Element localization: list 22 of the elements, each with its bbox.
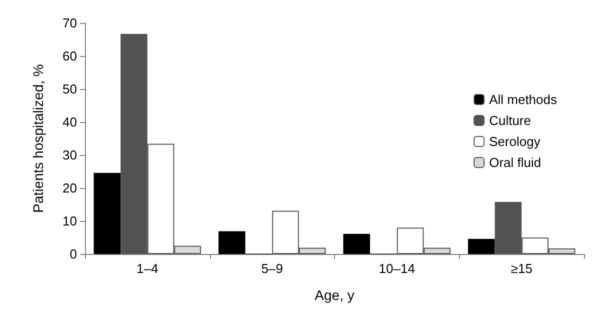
- legend-label: Culture: [489, 113, 531, 128]
- y-tick-label: 50: [62, 82, 77, 96]
- y-tick-label: 60: [62, 48, 77, 64]
- bar: [468, 238, 495, 254]
- legend-label: Oral fluid: [489, 155, 542, 170]
- y-tick-label: 10: [62, 214, 77, 228]
- legend-label: All methods: [489, 92, 558, 107]
- x-tick-label: 1–4: [136, 261, 158, 276]
- x-tick-label: 5–9: [261, 261, 283, 276]
- y-tick-label: 0: [70, 246, 77, 262]
- x-axis-title: Age, y: [314, 287, 354, 303]
- bar: [218, 231, 246, 254]
- bar: [94, 172, 121, 254]
- x-tick-label: ≥15: [510, 261, 532, 276]
- y-tick-label: 40: [62, 114, 77, 130]
- y-tick-label: 70: [62, 16, 77, 30]
- bar: [343, 234, 370, 254]
- legend-label: Serology: [489, 134, 541, 149]
- y-axis-title: Patients hospitalized, %: [30, 64, 46, 213]
- y-tick-label: 20: [62, 180, 77, 196]
- y-tick-label: 30: [62, 148, 77, 162]
- x-tick-label: 10–14: [378, 261, 415, 276]
